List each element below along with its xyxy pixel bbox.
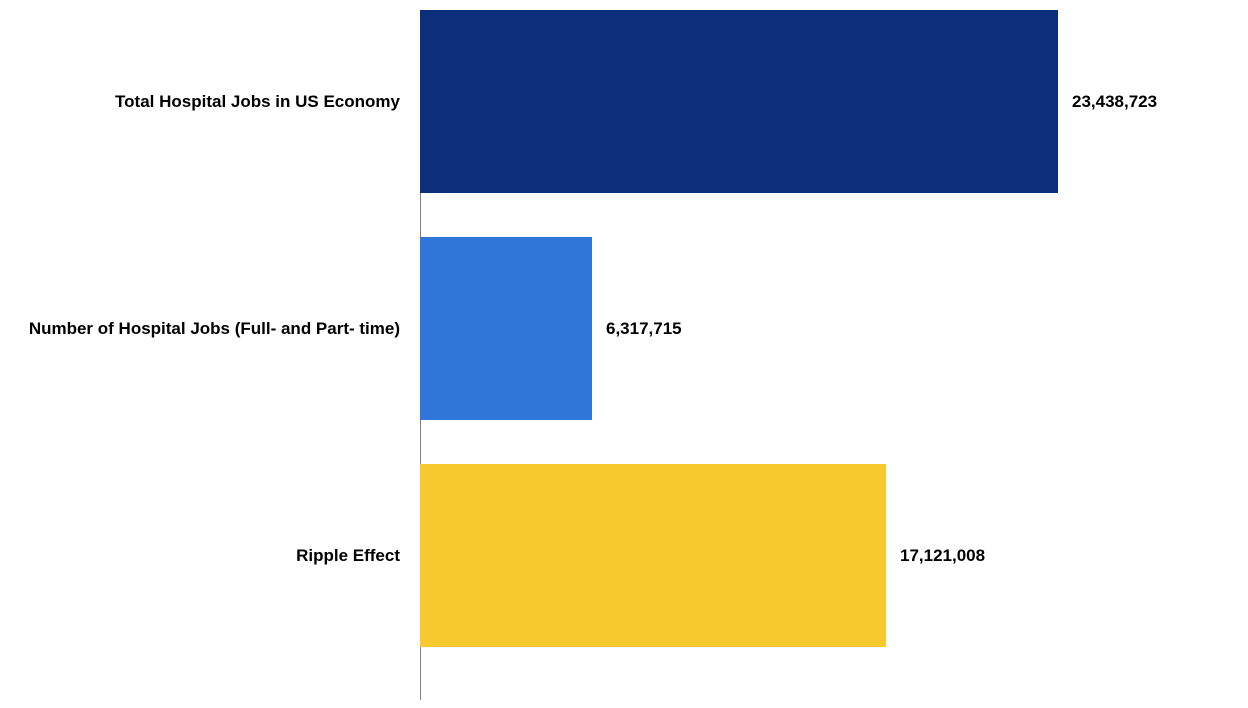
bar-rect — [420, 464, 886, 647]
bar-rect — [420, 10, 1058, 193]
bar-area: 6,317,715 — [420, 237, 1248, 420]
bar-row-number-hospital-jobs: Number of Hospital Jobs (Full- and Part-… — [0, 237, 1248, 420]
hospital-jobs-bar-chart: Total Hospital Jobs in US Economy 23,438… — [0, 10, 1248, 700]
bar-area: 23,438,723 — [420, 10, 1248, 193]
bar-row-ripple-effect: Ripple Effect 17,121,008 — [0, 464, 1248, 647]
bar-value: 17,121,008 — [900, 546, 985, 566]
bar-area: 17,121,008 — [420, 464, 1248, 647]
bar-label: Total Hospital Jobs in US Economy — [0, 91, 420, 112]
bar-label: Number of Hospital Jobs (Full- and Part-… — [0, 318, 420, 339]
bar-rect — [420, 237, 592, 420]
bar-value: 6,317,715 — [606, 319, 682, 339]
bar-row-total-hospital-jobs: Total Hospital Jobs in US Economy 23,438… — [0, 10, 1248, 193]
bar-value: 23,438,723 — [1072, 92, 1157, 112]
bar-label: Ripple Effect — [0, 545, 420, 566]
